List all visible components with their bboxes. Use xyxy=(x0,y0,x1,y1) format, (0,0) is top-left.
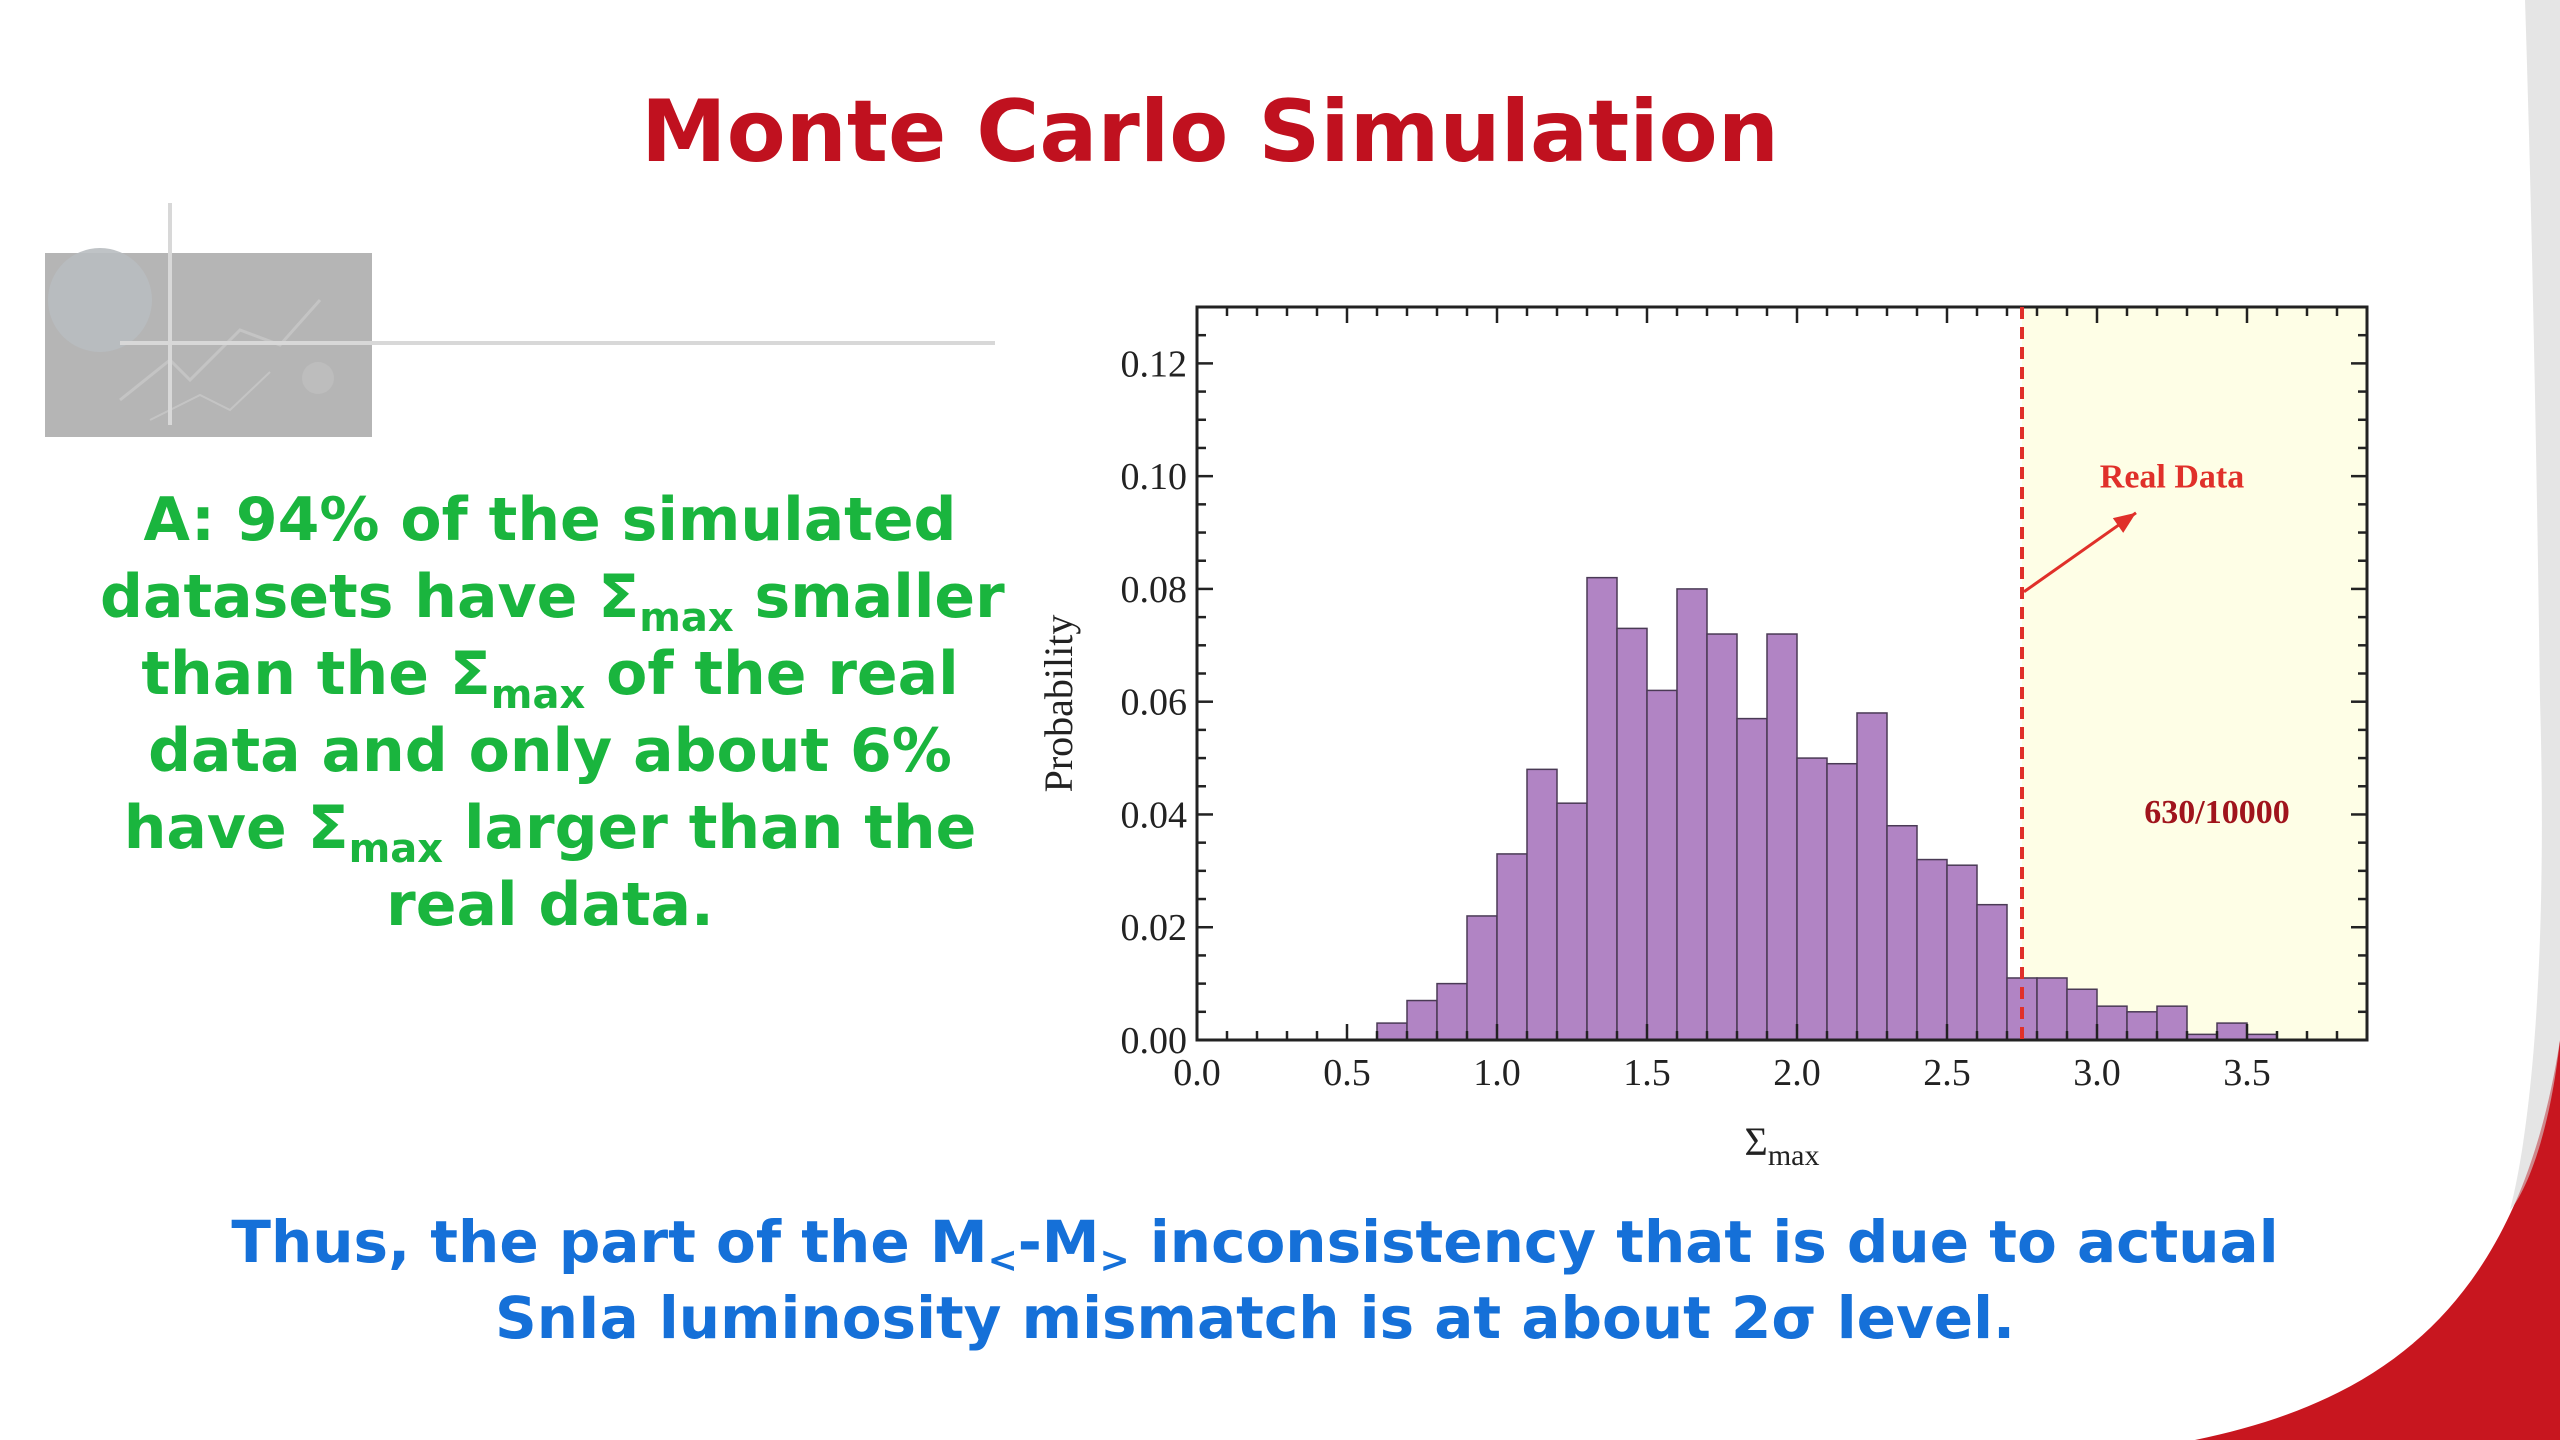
real-data-arrow xyxy=(2023,511,2137,593)
conclusion-text-segment: Thus, the part of the M xyxy=(231,1208,988,1276)
y-tick-label: 0.08 xyxy=(1121,569,1188,611)
answer-text-segment: datasets have Σ xyxy=(100,562,640,632)
histogram-bar xyxy=(1736,717,1768,1041)
answer-text-segment: of the real xyxy=(585,639,959,709)
x-tick-label: 3.5 xyxy=(2223,1052,2271,1094)
answer-subscript: max xyxy=(490,672,586,718)
gray-edge-swoosh xyxy=(2510,0,2560,1210)
x-tick-label: 1.0 xyxy=(1473,1052,1521,1094)
y-tick-label: 0.12 xyxy=(1121,343,1188,385)
answer-text-segment: data and only about 6% xyxy=(148,716,952,786)
histogram-bar xyxy=(2156,1005,2188,1041)
histogram-bar xyxy=(1466,915,1498,1041)
count-label: 630/10000 xyxy=(2144,794,2289,831)
histogram-bar xyxy=(2126,1011,2158,1041)
conclusion-subscript: < xyxy=(987,1240,1018,1281)
histogram-bar xyxy=(1856,712,1888,1041)
slide-title: Monte Carlo Simulation xyxy=(641,82,1779,182)
axis-ticks xyxy=(1195,305,2369,1042)
histogram-bar xyxy=(1976,903,2008,1041)
histogram-bars xyxy=(1376,576,2278,1041)
conclusion-text-segment: -M xyxy=(1017,1208,1100,1276)
real-data-label: Real Data xyxy=(2100,458,2244,495)
histogram-bar xyxy=(1946,864,1978,1041)
histogram-bar xyxy=(1826,762,1858,1041)
histogram-bar xyxy=(1766,633,1798,1041)
conclusion-text-segment: inconsistency that is due to actual xyxy=(1129,1208,2279,1276)
answer-text-segment: A: 94% of the simulated xyxy=(143,485,957,555)
answer-text-segment: than the Σ xyxy=(141,639,491,709)
y-tick-label: 0.02 xyxy=(1121,907,1188,949)
answer-line: datasets have Σmax smaller xyxy=(100,559,1005,638)
histogram-bar xyxy=(2036,977,2068,1041)
histogram-bar xyxy=(2096,1005,2128,1041)
x-tick-label: 2.5 xyxy=(1923,1052,1971,1094)
histogram-bar xyxy=(1406,999,1438,1041)
y-tick-label: 0.04 xyxy=(1121,794,1188,836)
real-data-arrow-head xyxy=(2112,512,2136,533)
histogram-bar xyxy=(1496,853,1528,1041)
axis-tick-labels: 0.0 0.5 1.0 1.5 2.0 2.5 3.0 3.5 0.00 0.02 0.04 0.06… xyxy=(1121,343,2271,1094)
conclusion-text-segment: SnIa luminosity mismatch is at about 2σ … xyxy=(494,1284,2016,1352)
histogram-bar xyxy=(1706,633,1738,1041)
histogram-bar xyxy=(1376,1022,1408,1041)
histogram-bar xyxy=(1586,576,1618,1041)
x-tick-label: 1.5 xyxy=(1623,1052,1671,1094)
x-tick-label: 0.0 xyxy=(1173,1052,1221,1094)
histogram-bar xyxy=(1796,757,1828,1041)
x-tick-label: 0.5 xyxy=(1323,1052,1371,1094)
conclusion-line: SnIa luminosity mismatch is at about 2σ … xyxy=(0,1280,2510,1356)
conclusion-text: Thus, the part of the M<-M> inconsistenc… xyxy=(0,1204,2510,1356)
red-corner-swoosh xyxy=(2195,1040,2560,1440)
histogram-bar xyxy=(1646,689,1678,1041)
answer-text-segment: real data. xyxy=(386,870,714,940)
histogram-bar xyxy=(1916,858,1948,1041)
answer-subscript: max xyxy=(639,595,734,641)
answer-line: have Σmax larger than the xyxy=(100,790,1000,869)
real-data-shaded-region xyxy=(2022,307,2367,1040)
conclusion-line: Thus, the part of the M<-M> inconsistenc… xyxy=(0,1204,2510,1280)
answer-text-segment: larger than the xyxy=(443,793,977,863)
y-tick-label: 0.10 xyxy=(1121,456,1188,498)
answer-line: data and only about 6% xyxy=(100,713,1000,790)
histogram-bar xyxy=(1886,824,1918,1041)
histogram-bar xyxy=(1436,982,1468,1041)
histogram-bar xyxy=(1676,588,1708,1041)
answer-line: real data. xyxy=(100,867,1000,944)
x-axis-label-sub: max xyxy=(1768,1139,1820,1172)
answer-text: A: 94% of the simulated datasets have Σm… xyxy=(100,482,1005,944)
answer-text-segment: smaller xyxy=(733,562,1005,632)
x-tick-label: 2.0 xyxy=(1773,1052,1821,1094)
answer-line: A: 94% of the simulated xyxy=(100,482,1000,559)
answer-line: than the Σmax of the real xyxy=(100,636,1000,715)
histogram-bar xyxy=(1616,627,1648,1041)
x-axis-label: Σmax xyxy=(1745,1119,1820,1172)
x-tick-label: 3.0 xyxy=(2073,1052,2121,1094)
y-axis-label: Probability xyxy=(1036,615,1081,793)
histogram-bar xyxy=(1556,802,1588,1041)
x-axis-label-main: Σ xyxy=(1745,1119,1768,1164)
histogram-bar xyxy=(2216,1022,2248,1041)
histogram-bar xyxy=(1526,768,1558,1041)
answer-text-segment: have Σ xyxy=(123,793,349,863)
y-tick-label: 0.00 xyxy=(1121,1020,1188,1062)
answer-subscript: max xyxy=(348,826,444,872)
y-tick-label: 0.06 xyxy=(1121,682,1188,724)
histogram-bar xyxy=(2066,988,2098,1041)
conclusion-subscript: > xyxy=(1099,1240,1130,1281)
